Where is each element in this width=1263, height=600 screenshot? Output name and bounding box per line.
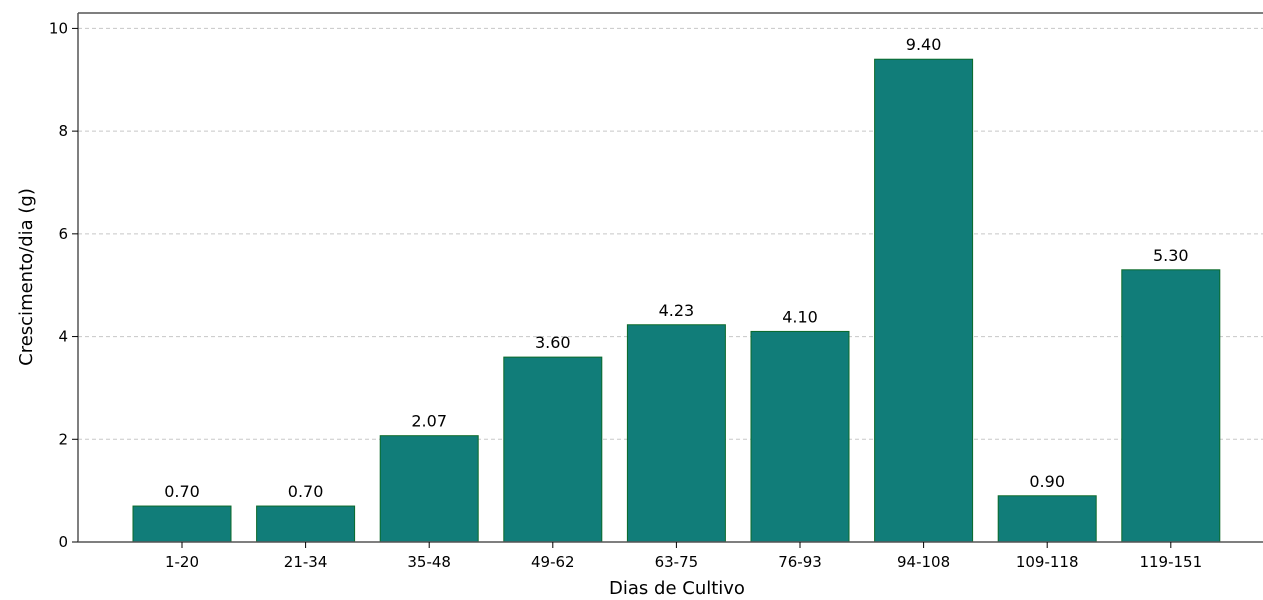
value-label-76-93: 4.10 (782, 307, 818, 326)
axes-frame (77, 12, 1263, 543)
x-tick-label-63-75: 63-75 (655, 553, 699, 571)
value-label-119-151: 5.30 (1153, 246, 1189, 265)
bar-63-75 (626, 324, 726, 543)
x-tick-label-76-93: 76-93 (778, 553, 822, 571)
y-axis-ticks: 0 2 4 6 8 10 (49, 19, 78, 551)
value-label-63-75: 4.23 (659, 301, 695, 320)
bar-35-48 (379, 435, 479, 543)
value-label-1-20: 0.70 (164, 482, 200, 501)
x-axis-label: Dias de Cultivo (609, 578, 745, 599)
bar-49-62 (503, 356, 603, 543)
bar-76-93 (750, 330, 850, 543)
x-tick-label-1-20: 1-20 (165, 553, 199, 571)
y-axis-label: Crescimento/dia (g) (16, 188, 37, 366)
y-gridlines (78, 27, 1263, 440)
bar-119-151 (1121, 269, 1221, 543)
x-tick-label-21-34: 21-34 (284, 553, 328, 571)
y-tick-label-3: 6 (58, 225, 68, 243)
y-tick-label-5: 10 (49, 19, 68, 37)
y-tick-label-4: 8 (58, 122, 68, 140)
bar-94-108 (874, 58, 974, 543)
value-labels: 0.70 0.70 2.07 3.60 4.23 4.10 9.40 0.90 5.30 (164, 35, 1188, 501)
x-tick-label-109-118: 109-118 (1016, 553, 1079, 571)
value-label-94-108: 9.40 (906, 35, 942, 54)
bar-1-20 (132, 505, 232, 543)
bars (132, 58, 1221, 543)
value-label-109-118: 0.90 (1029, 472, 1065, 491)
value-label-35-48: 2.07 (411, 412, 447, 431)
value-label-49-62: 3.60 (535, 333, 571, 352)
x-tick-label-49-62: 49-62 (531, 553, 575, 571)
x-axis-ticks: 1-20 21-34 35-48 49-62 63-75 76-93 94-108 109-1… (165, 542, 1202, 571)
x-tick-label-119-151: 119-151 (1139, 553, 1202, 571)
bar-21-34 (256, 505, 356, 543)
x-tick-label-35-48: 35-48 (407, 553, 451, 571)
value-label-21-34: 0.70 (288, 482, 324, 501)
y-tick-label-0: 0 (58, 533, 68, 551)
y-tick-label-1: 2 (58, 430, 68, 448)
x-tick-label-94-108: 94-108 (897, 553, 950, 571)
bar-109-118 (997, 495, 1097, 543)
y-tick-label-2: 4 (58, 328, 68, 346)
